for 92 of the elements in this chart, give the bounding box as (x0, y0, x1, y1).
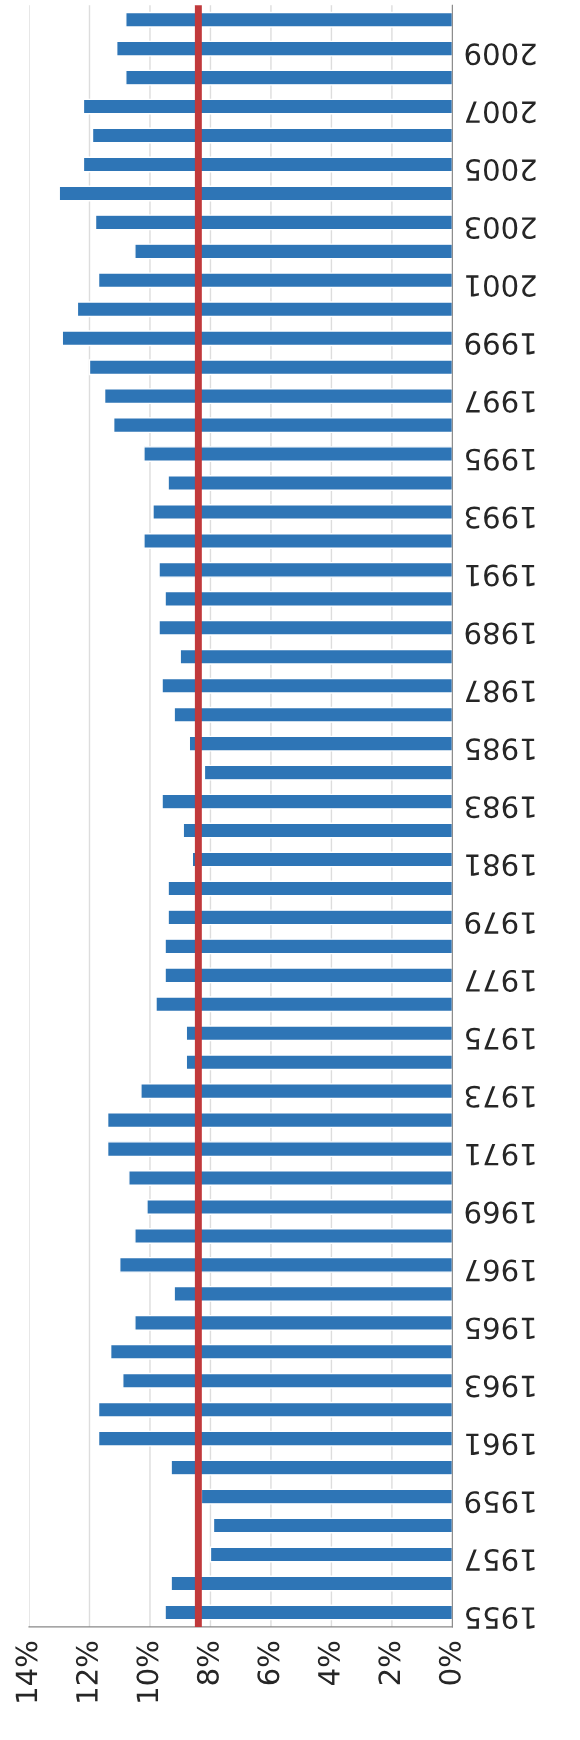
y-tick-label: 1961 (466, 1433, 535, 1456)
x-tick-label: 12% (75, 1641, 98, 1702)
bar (161, 793, 453, 810)
y-tick-label: 1971 (466, 1143, 535, 1166)
bar (161, 677, 453, 694)
y-tick-label: 1977 (466, 969, 535, 992)
bar (158, 619, 453, 636)
x-tick-label: 4% (317, 1641, 340, 1685)
y-tick-label: 1989 (465, 622, 535, 645)
bar (164, 967, 453, 984)
bar (134, 1228, 453, 1244)
bar (158, 561, 453, 578)
y-tick-label: 1995 (466, 448, 535, 471)
bar (212, 1517, 453, 1534)
bar (109, 1343, 453, 1360)
bar (167, 880, 453, 897)
bar (122, 1372, 453, 1389)
bar (164, 1604, 453, 1621)
y-tick-label: 1963 (465, 1375, 535, 1398)
bar (61, 330, 453, 347)
y-tick-label: 2005 (466, 159, 536, 182)
bar (143, 446, 453, 463)
bar (106, 1112, 453, 1129)
bar (173, 1285, 453, 1302)
y-tick-label: 1997 (466, 390, 535, 413)
bar (103, 388, 453, 405)
bar (116, 40, 453, 57)
y-tick-label: 1973 (465, 1085, 535, 1108)
y-tick-label: 2007 (466, 101, 536, 124)
bar (173, 706, 453, 723)
bar (209, 1546, 453, 1563)
y-tick-label: 2009 (465, 43, 536, 66)
bar (185, 1054, 453, 1071)
bar (155, 996, 453, 1013)
bar (97, 272, 453, 289)
y-tick-label: 1955 (466, 1606, 535, 1630)
bar (58, 185, 453, 202)
y-tick-label: 1983 (465, 796, 535, 819)
y-tick-label: 1985 (466, 738, 535, 761)
bar (97, 1401, 453, 1418)
y-tick-label: 1999 (465, 332, 535, 355)
bar (94, 214, 453, 231)
bar (188, 735, 453, 752)
bar (112, 417, 453, 434)
bar (146, 1199, 453, 1215)
bar (106, 1141, 453, 1158)
y-tick-label: 1965 (466, 1317, 535, 1340)
bar (167, 475, 453, 491)
bar (179, 648, 453, 665)
x-tick-label: 8% (196, 1641, 219, 1685)
bar (91, 127, 453, 144)
x-tick-label: 0% (438, 1641, 461, 1685)
y-tick-label: 1959 (465, 1491, 535, 1514)
bar (200, 1488, 453, 1505)
bar (140, 1083, 453, 1100)
y-tick-label: 2001 (466, 274, 536, 297)
bar (152, 504, 453, 520)
y-tick-label: 2003 (465, 216, 536, 240)
bar (82, 156, 453, 173)
bar (203, 764, 453, 781)
bar (82, 98, 453, 115)
y-tick-label: 1987 (466, 680, 535, 703)
bar (164, 590, 453, 607)
bar (164, 938, 453, 955)
x-tick-label: 2% (378, 1641, 401, 1685)
bar (191, 851, 453, 868)
y-tick-label: 1993 (465, 506, 535, 529)
y-tick-label: 1975 (466, 1027, 535, 1050)
x-tick-label: 14% (15, 1641, 38, 1702)
y-tick-label: 1979 (465, 911, 535, 935)
y-tick-label: 1969 (465, 1201, 535, 1224)
bar (134, 243, 453, 260)
bar (128, 1170, 453, 1186)
bar (125, 69, 453, 86)
bar (185, 1025, 453, 1042)
bar (170, 1575, 453, 1592)
bar (125, 11, 453, 28)
bar (182, 822, 453, 839)
y-tick-label: 1991 (466, 564, 535, 587)
bar (167, 909, 453, 926)
bar (97, 1430, 453, 1447)
bar (119, 1256, 453, 1273)
x-tick-label: 10% (136, 1641, 159, 1702)
bar (76, 301, 453, 318)
y-tick-label: 1957 (466, 1549, 535, 1572)
bar (170, 1459, 453, 1476)
bar (88, 359, 453, 376)
x-tick-label: 6% (257, 1641, 280, 1685)
bar (143, 533, 453, 549)
bar (134, 1314, 453, 1331)
y-tick-label: 1981 (466, 854, 535, 877)
y-tick-label: 1967 (466, 1259, 535, 1282)
